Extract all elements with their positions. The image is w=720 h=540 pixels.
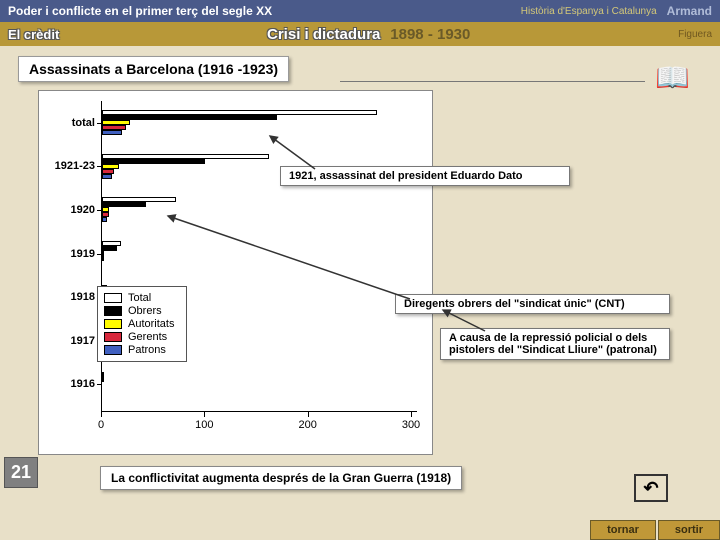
y-tick [97, 384, 101, 385]
x-label: 0 [98, 419, 104, 431]
bar-obrers [102, 246, 117, 251]
header-title: Poder i conflicte en el primer terç del … [8, 4, 521, 18]
legend-row: Total [104, 292, 180, 304]
x-tick [101, 411, 102, 417]
legend-label: Patrons [128, 344, 166, 356]
x-label: 300 [402, 419, 420, 431]
legend-swatch [104, 319, 122, 329]
legend: TotalObrersAutoritatsGerentsPatrons [97, 286, 187, 362]
x-tick [204, 411, 205, 417]
legend-label: Autoritats [128, 318, 174, 330]
x-tick [411, 411, 412, 417]
x-label: 200 [298, 419, 316, 431]
header-bar: Poder i conflicte en el primer terç del … [0, 0, 720, 22]
subheader-center: Crisi i dictadura 1898 - 1930 [59, 26, 678, 43]
y-tick [97, 254, 101, 255]
header-author: Armand [667, 4, 712, 18]
legend-swatch [104, 345, 122, 355]
bar-gerents [102, 256, 104, 261]
subheader-bar: El crèdit Crisi i dictadura 1898 - 1930 … [0, 22, 720, 46]
legend-row: Obrers [104, 305, 180, 317]
chart: 0 100 200 300 total 1921-23 1920 1919 1918 1917 19… [38, 90, 433, 455]
callout-repression: A causa de la repressió policial o dels … [440, 328, 670, 360]
y-tick [97, 123, 101, 124]
y-tick [97, 210, 101, 211]
legend-swatch [104, 332, 122, 342]
y-label: 1919 [39, 248, 95, 260]
y-label: 1920 [39, 204, 95, 216]
legend-row: Patrons [104, 344, 180, 356]
bottom-caption: La conflictivitat augmenta després de la… [100, 466, 462, 490]
bar-patrons [102, 130, 122, 135]
bar-patrons [102, 217, 107, 222]
subheader-main: Crisi i dictadura [267, 26, 380, 43]
legend-swatch [104, 306, 122, 316]
undo-icon[interactable]: ↶ [634, 474, 668, 502]
divider-line [340, 81, 645, 82]
book-icon: 📖 [655, 61, 690, 94]
footer: tornar sortir [588, 520, 720, 540]
y-label: 1918 [39, 291, 95, 303]
legend-label: Obrers [128, 305, 162, 317]
legend-label: Total [128, 292, 151, 304]
x-tick [308, 411, 309, 417]
page-number: 21 [4, 457, 38, 488]
bar-patrons [102, 174, 112, 179]
subheader-right: Figuera [678, 29, 712, 40]
exit-button[interactable]: sortir [658, 520, 720, 540]
section-title: Assassinats a Barcelona (1916 -1923) [18, 56, 289, 82]
legend-swatch [104, 293, 122, 303]
legend-row: Gerents [104, 331, 180, 343]
x-axis [101, 411, 417, 412]
subheader-left: El crèdit [8, 27, 59, 42]
legend-row: Autoritats [104, 318, 180, 330]
x-label: 100 [195, 419, 213, 431]
back-button[interactable]: tornar [590, 520, 656, 540]
y-label: total [39, 117, 95, 129]
y-label: 1917 [39, 335, 95, 347]
bar-obrers [102, 377, 104, 382]
legend-label: Gerents [128, 331, 167, 343]
subheader-years: 1898 - 1930 [390, 26, 470, 43]
y-label: 1921-23 [39, 160, 95, 172]
callout-dato: 1921, assassinat del president Eduardo D… [280, 166, 570, 186]
callout-cnt: Diregents obrers del "sindicat únic" (CN… [395, 294, 670, 314]
y-tick [97, 166, 101, 167]
header-subtitle: Història d'Espanya i Catalunya [521, 6, 657, 17]
content-area: Assassinats a Barcelona (1916 -1923) 📖 0… [0, 46, 720, 465]
y-label: 1916 [39, 378, 95, 390]
